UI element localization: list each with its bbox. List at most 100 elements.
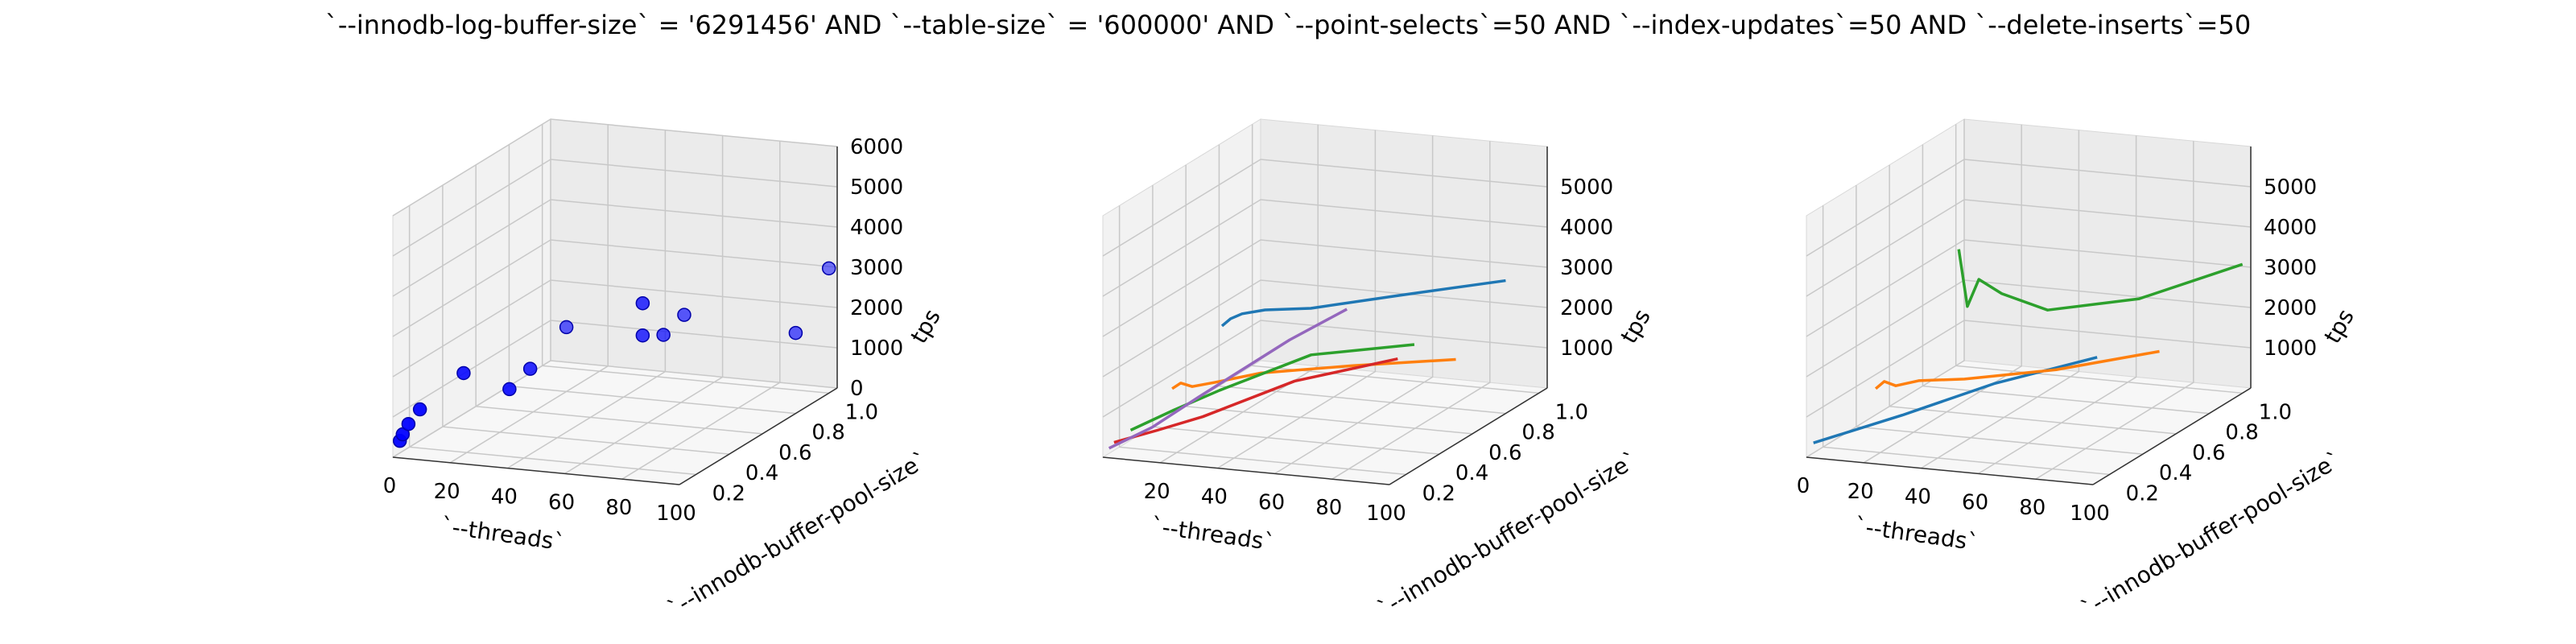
- y-tick-label: 0.2: [2126, 481, 2159, 506]
- z-gridline: [392, 118, 838, 217]
- x-tick-label: 100: [1366, 502, 1406, 526]
- x-tick-label: 60: [1258, 490, 1285, 514]
- series-line-1: [1220, 279, 1506, 328]
- z-gridline: [392, 239, 838, 337]
- y-tick-label: 0.8: [2225, 421, 2258, 445]
- x-axis-line: [392, 456, 680, 485]
- scatter-point: [522, 361, 538, 376]
- y-axis-label: `--innodb-buffer-pool-size`: [663, 446, 932, 622]
- x-tick-label: 20: [1847, 480, 1874, 504]
- y-tick-label: 1.0: [2259, 400, 2292, 424]
- series-line-3: [1957, 249, 2244, 312]
- z-tick-label: 2000: [1560, 296, 1613, 320]
- y-tick-label: 0.4: [1455, 461, 1488, 485]
- x-axis-label: `--threads`: [440, 512, 567, 555]
- z-gridline: [1806, 320, 2252, 418]
- x-axis-label: `--threads`: [1150, 512, 1277, 555]
- z-gridline: [392, 199, 838, 297]
- z-gridline: [392, 159, 838, 257]
- z-tick-label: 6000: [850, 135, 903, 159]
- z-tick-label: 2000: [2264, 296, 2317, 320]
- z-tick-label: 3000: [1560, 256, 1613, 280]
- z-tick-label: 4000: [850, 216, 903, 240]
- z-tick-label: 1000: [2264, 336, 2317, 361]
- z-tick-label: 0: [850, 377, 864, 401]
- z-axis-label: tps: [906, 304, 946, 348]
- scatter-point: [456, 365, 471, 381]
- z-tick-label: 4000: [2264, 216, 2317, 240]
- y-tick-label: 0.8: [811, 421, 844, 445]
- y-tick-label: 0.4: [745, 461, 778, 485]
- z-gridline: [392, 360, 838, 458]
- z-tick-label: 1000: [850, 336, 903, 361]
- y-tick-label: 1.0: [845, 400, 878, 424]
- subplot-1: 0 20 40 60 80 1000.20.40.60.81.00100020003000…: [383, 118, 946, 622]
- subplot-2: 20 40 60 80 100 0.20.40.60.81.0 1000 2000 3000 40…: [1101, 118, 1656, 622]
- x-tick-label: 40: [491, 485, 518, 510]
- x-tick-label: 80: [1315, 496, 1342, 520]
- x-tick-label: 80: [605, 496, 632, 520]
- z-gridline: [1806, 239, 2252, 337]
- y-tick-label: 0.6: [1488, 441, 1521, 465]
- y-tick-label: 0.2: [712, 481, 745, 506]
- x-tick-label: 100: [656, 502, 696, 526]
- series-line-5: [1108, 308, 1348, 450]
- z-tick-label: 4000: [1560, 216, 1613, 240]
- z-gridline: [1102, 199, 1548, 297]
- z-tick-label: 5000: [1560, 175, 1613, 200]
- x-tick-label: 0: [383, 474, 397, 498]
- series-line-2: [1171, 357, 1456, 390]
- x-tick-label: 20: [434, 480, 460, 504]
- x-tick-label: 100: [2070, 502, 2110, 526]
- scatter-point: [677, 308, 691, 322]
- x-tick-label: 60: [1962, 490, 1988, 514]
- x-tick-label: 20: [1144, 480, 1170, 504]
- x-axis-line: [1102, 456, 1390, 485]
- z-tick-label: 1000: [1560, 336, 1613, 361]
- y-tick-label: 1.0: [1555, 400, 1588, 424]
- x-tick-label: 60: [548, 490, 575, 514]
- z-gridline: [1102, 320, 1548, 418]
- y-tick-label: 0.2: [1422, 481, 1455, 506]
- z-gridline: [1806, 199, 2252, 297]
- z-tick-label: 3000: [2264, 256, 2317, 280]
- subplot-3: 0 20 40 60 80 100 0.20.40.60.81.0 1000 2000 3000 4…: [1797, 118, 2359, 622]
- y-axis-label: `--innodb-buffer-pool-size`: [2077, 446, 2346, 622]
- x-axis-line: [1806, 456, 2094, 485]
- x-axis-label: `--threads`: [1853, 512, 1980, 555]
- scatter-point: [401, 416, 416, 431]
- y-tick-label: 0.8: [1521, 421, 1554, 445]
- z-axis-label: tps: [2319, 304, 2359, 348]
- series-line-2: [1874, 349, 2160, 390]
- z-gridline: [392, 320, 838, 418]
- subplots: 0 20 40 60 80 1000.20.40.60.81.00100020003000…: [383, 118, 2359, 622]
- scatter-point: [559, 320, 574, 335]
- y-axis-line: [679, 387, 838, 485]
- z-gridline: [392, 279, 838, 378]
- x-tick-label: 0: [1797, 474, 1810, 498]
- scatter-point: [412, 402, 427, 417]
- z-gridline: [1102, 159, 1548, 257]
- x-tick-label: 80: [2019, 496, 2046, 520]
- z-tick-label: 5000: [2264, 175, 2317, 200]
- scatter-point: [635, 328, 650, 343]
- scatter-point: [788, 325, 803, 341]
- y-tick-label: 0.4: [2159, 461, 2192, 485]
- z-tick-label: 5000: [850, 175, 903, 200]
- scatter-point: [635, 295, 650, 311]
- y-axis-line: [1389, 387, 1548, 485]
- z-tick-label: 2000: [850, 296, 903, 320]
- x-tick-label: 40: [1905, 485, 1931, 510]
- figure-title: `--innodb-log-buffer-size` = '6291456' A…: [325, 10, 2251, 40]
- y-tick-label: 0.6: [778, 441, 811, 465]
- y-tick-label: 0.6: [2192, 441, 2225, 465]
- z-gridline: [1102, 279, 1548, 378]
- z-gridline: [1102, 239, 1548, 337]
- z-gridline: [1806, 159, 2252, 257]
- series-line-3: [1129, 343, 1415, 431]
- scatter-point: [821, 261, 836, 276]
- scatter-point: [656, 328, 671, 342]
- y-axis-line: [2092, 387, 2252, 485]
- z-axis-label: tps: [1616, 304, 1656, 348]
